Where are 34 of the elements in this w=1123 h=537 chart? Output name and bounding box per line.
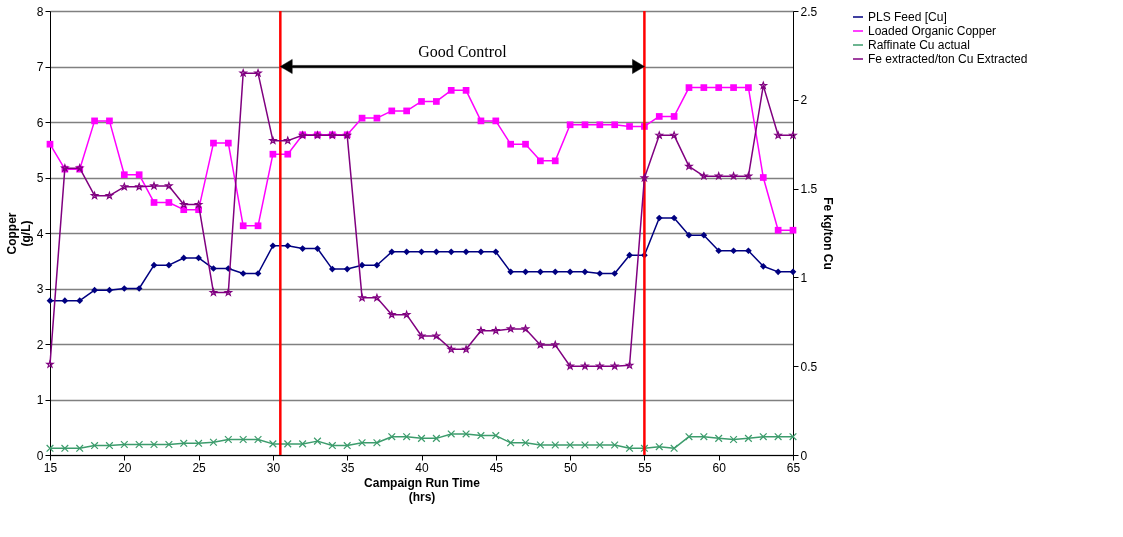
y2-tick-label: 2 <box>800 93 808 108</box>
y-tick-label: 8 <box>36 4 44 19</box>
y2-tick-label: 2.5 <box>800 4 818 19</box>
x-tick-label: 50 <box>563 460 578 475</box>
y-tick-label: 7 <box>36 60 44 74</box>
y2-tick-label: 0 <box>800 448 808 463</box>
x-tick-label: 60 <box>712 460 727 475</box>
x-tick-label: 25 <box>192 460 207 475</box>
y2-tick-label: 1 <box>800 270 808 285</box>
y-tick-label: 1 <box>36 393 44 407</box>
y2-tick-label: 1.5 <box>800 182 818 197</box>
legend-label: Fe extracted/ton Cu Extracted <box>868 52 1028 66</box>
x-axis-title: Campaign Run Time (hrs) <box>364 475 481 504</box>
x-tick-label: 65 <box>786 460 801 475</box>
y-tick-label: 2 <box>36 337 44 352</box>
legend-label: PLS Feed [Cu] <box>868 10 947 24</box>
x-tick-label: 45 <box>489 460 504 475</box>
x-tick-label: 30 <box>266 460 281 475</box>
x-tick-label: 40 <box>415 460 429 475</box>
y-axis-title: Copper (g/L) <box>4 212 33 255</box>
y-tick-label: 0 <box>36 448 44 463</box>
y-tick-label: 4 <box>36 226 44 241</box>
y2-axis-title: Fe kg/ton Cu <box>821 197 836 270</box>
x-tick-label: 35 <box>341 460 355 475</box>
y2-tick-label: 0.5 <box>800 359 818 374</box>
x-tick-label: 20 <box>118 460 132 475</box>
x-tick-label: 55 <box>638 460 652 475</box>
x-tick-label: 15 <box>43 460 58 475</box>
legend-label: Loaded Organic Copper <box>868 24 997 38</box>
y-tick-label: 5 <box>36 171 44 185</box>
y-tick-label: 6 <box>36 115 44 130</box>
y-tick-label: 3 <box>36 282 44 296</box>
legend-label: Raffinate Cu actual <box>868 38 970 52</box>
annotation: Good Control <box>418 42 508 60</box>
